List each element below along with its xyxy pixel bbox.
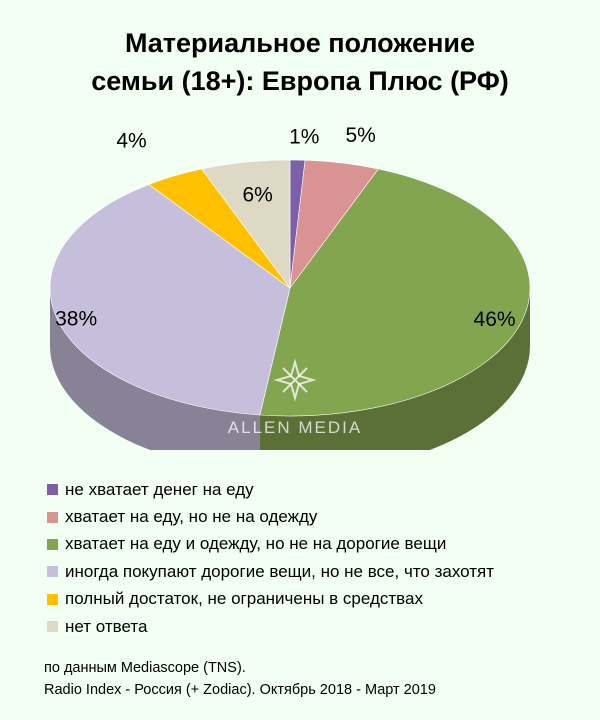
legend-item: нет ответа bbox=[47, 613, 587, 640]
source-line-2: Radio Index - Россия (+ Zodiac). Октябрь… bbox=[44, 682, 436, 698]
pie-side-segment bbox=[259, 288, 530, 450]
legend: не хватает денег на еду хватает на еду, … bbox=[47, 476, 587, 640]
legend-swatch bbox=[47, 593, 58, 605]
legend-item: полный достаток, не ограничены в средств… bbox=[47, 586, 587, 613]
source-line-1: по данным Mediascope (TNS). bbox=[44, 660, 246, 676]
chart-title: Материальное положение семьи (18+): Евро… bbox=[0, 24, 600, 100]
slice-value-label: 5% bbox=[345, 124, 375, 147]
slice-value-label: 38% bbox=[55, 307, 97, 330]
slice-value-label: 1% bbox=[289, 125, 319, 148]
pie-slice bbox=[259, 168, 531, 417]
legend-item: не хватает денег на еду bbox=[47, 476, 587, 503]
legend-swatch bbox=[47, 621, 58, 633]
pie-side-segment bbox=[50, 288, 260, 450]
legend-label: хватает на еду, но не на одежду bbox=[65, 507, 318, 527]
legend-swatch bbox=[47, 511, 58, 523]
chart-title-line-1: Материальное положение bbox=[124, 28, 476, 58]
slice-value-label: 4% bbox=[116, 130, 146, 153]
pie-sides bbox=[50, 288, 530, 450]
legend-item: иногда покупают дорогие вещи, но не все,… bbox=[47, 558, 587, 585]
source-note: по данным Mediascope (TNS). Radio Index … bbox=[44, 657, 436, 701]
slice-value-label: 6% bbox=[242, 183, 272, 206]
chart-title-line-2: семьи (18+): Европа Плюс (РФ) bbox=[91, 66, 509, 96]
legend-label: не хватает денег на еду bbox=[65, 479, 254, 499]
legend-label: иногда покупают дорогие вещи, но не все,… bbox=[65, 561, 495, 581]
legend-swatch bbox=[47, 538, 58, 550]
legend-label: хватает на еду и одежду, но не на дороги… bbox=[65, 534, 447, 554]
legend-swatch bbox=[47, 566, 58, 578]
pie-slice bbox=[201, 159, 291, 289]
legend-label: полный достаток, не ограничены в средств… bbox=[65, 589, 423, 609]
legend-label: нет ответа bbox=[65, 616, 148, 636]
watermark-text: ALLEN MEDIA bbox=[228, 418, 362, 437]
pie-slice bbox=[49, 184, 291, 416]
pie-chart: ALLEN MEDIA 1% 5% 46% 38% 4% 6% bbox=[0, 110, 600, 450]
pie-top-slices bbox=[49, 159, 531, 417]
sparkle-icon bbox=[273, 358, 317, 402]
slice-labels: 1% 5% 46% 38% 4% 6% bbox=[55, 124, 515, 331]
pie-chart-svg: ALLEN MEDIA 1% 5% 46% 38% 4% 6% bbox=[49, 124, 531, 450]
watermark: ALLEN MEDIA bbox=[228, 358, 362, 437]
legend-item: хватает на еду, но не на одежду bbox=[47, 503, 587, 530]
legend-swatch bbox=[47, 484, 58, 496]
legend-item: хватает на еду и одежду, но не на дороги… bbox=[47, 531, 587, 558]
slice-value-label: 46% bbox=[474, 308, 516, 331]
